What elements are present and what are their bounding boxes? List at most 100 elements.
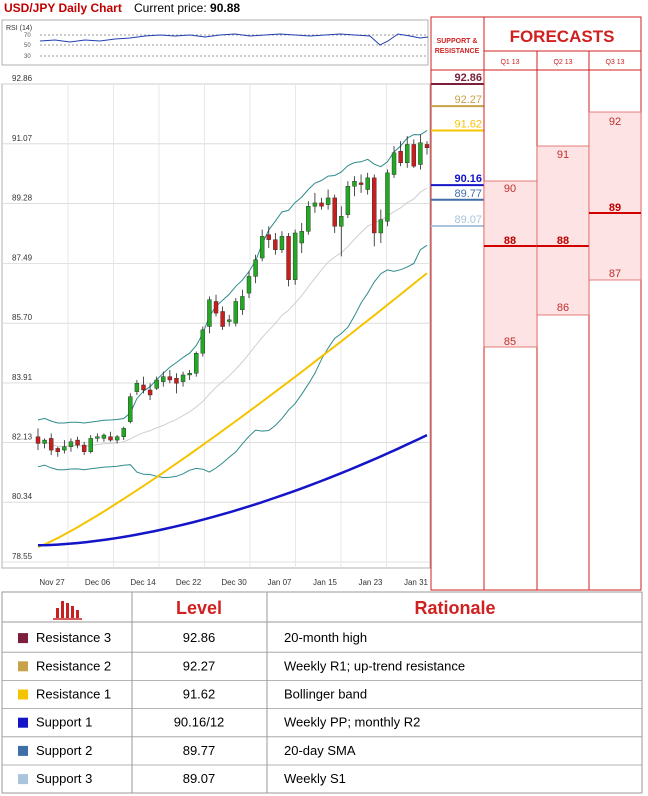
candle-body	[411, 144, 417, 167]
chart-icon	[53, 601, 82, 620]
sr-level-label: 92.86	[454, 72, 482, 84]
candle-body	[424, 144, 430, 149]
sr-header-line2: RESISTANCE	[435, 48, 480, 55]
table-row-rationale: Weekly S1	[284, 771, 346, 786]
rsi-panel: RSI (14) 70 50 30	[1, 19, 429, 66]
candle-body	[220, 311, 225, 327]
table-row-swatch	[18, 717, 28, 728]
forecast-quarter-q2: Q2 13	[553, 59, 572, 66]
candle-body	[95, 436, 100, 439]
candles	[35, 134, 430, 457]
bollinger-lower-line	[37, 244, 428, 479]
bollinger-upper-line	[37, 130, 428, 424]
table-row-swatch	[18, 689, 28, 700]
forecast-quarter-q1: Q1 13	[500, 59, 519, 66]
ma-blue-line	[37, 433, 428, 547]
sr-frame	[430, 16, 485, 591]
x-tick-label: Jan 15	[313, 578, 338, 587]
candle-body	[147, 389, 153, 396]
current-price-value: 90.88	[210, 1, 241, 15]
x-tick-label: Jan 23	[358, 578, 383, 587]
levels-table: Level Rationale Resistance 3 92.86 20-mont…	[1, 591, 643, 794]
candle-body	[141, 384, 146, 391]
table-header-level: Level	[176, 598, 222, 618]
table-header-rationale: Rationale	[414, 598, 495, 618]
candle-body	[48, 438, 54, 451]
table-frame	[1, 591, 643, 794]
sr-panel: SUPPORT & RESISTANCE 92.86 92.27 91.62 90.1…	[430, 16, 485, 591]
candle-body	[398, 150, 403, 164]
candle-body	[365, 177, 370, 190]
candle-body	[332, 197, 337, 227]
rsi-tick-30: 30	[24, 54, 31, 60]
candle-body	[259, 236, 265, 259]
candle-body	[114, 436, 120, 441]
x-tick-label: Dec 22	[176, 578, 202, 587]
table-row-level: 91.62	[183, 687, 216, 702]
candle-body	[299, 231, 304, 244]
candle-body	[174, 378, 179, 384]
candle-body	[345, 186, 351, 215]
candle-body	[194, 353, 199, 374]
sr-level-label: 92.27	[454, 94, 482, 106]
rsi-tick-70: 70	[24, 33, 31, 39]
table-row-rationale: Bollinger band	[284, 687, 367, 702]
table-row-name: Support 3	[36, 771, 92, 786]
rsi-line	[39, 33, 429, 46]
forecast-q1-low: 85	[504, 336, 516, 348]
sr-level-label: 89.07	[454, 214, 482, 226]
sr-level-label: 89.77	[454, 188, 482, 200]
y-tick-label: 92.86	[12, 74, 33, 83]
y-tick-label: 78.55	[12, 552, 33, 561]
candle-body	[108, 436, 113, 441]
table-row-rationale: 20-day SMA	[284, 743, 356, 758]
candle-body	[240, 296, 245, 311]
table-row-name: Support 1	[36, 715, 92, 730]
table-row-swatch	[18, 774, 28, 785]
y-tick-label: 87.49	[12, 253, 33, 262]
y-tick-label: 83.91	[12, 373, 33, 382]
candle-body	[154, 379, 159, 389]
forecast-q2-low: 86	[557, 302, 569, 314]
candle-body	[286, 236, 291, 280]
forecast-quarter-q3: Q3 13	[605, 59, 624, 66]
table-row-name: Resistance 1	[36, 687, 111, 702]
forecast-box-q3	[588, 111, 642, 281]
forecast-q2-high: 91	[557, 149, 569, 161]
candle-body	[161, 376, 166, 382]
price-plot-frame	[1, 83, 431, 569]
x-tick-label: Nov 27	[39, 578, 65, 587]
candle-body	[325, 197, 331, 205]
candle-body	[62, 446, 67, 451]
candle-body	[273, 239, 278, 250]
table-row-rationale: 20-month high	[284, 630, 367, 645]
candle-body	[233, 301, 238, 324]
table-row-swatch	[18, 745, 28, 756]
candle-body	[42, 439, 47, 444]
table-row-name: Resistance 3	[36, 630, 111, 645]
forecast-panel: FORECASTS Q1 13 Q2 13 Q3 13 90 88 85 91 …	[483, 16, 642, 591]
table-row-level: 89.07	[183, 771, 216, 786]
table-rows: Resistance 3 92.86 20-month high Resistance…	[2, 630, 642, 786]
table-row-level: 89.77	[183, 743, 216, 758]
candle-body	[306, 206, 311, 232]
table-row-level: 90.16/12	[174, 715, 225, 730]
candle-body	[319, 202, 324, 207]
candle-body	[134, 383, 140, 392]
x-tick-label: Jan 31	[404, 578, 429, 587]
sr-levels: 92.86 92.27 91.62 90.16 89.77 89.07	[431, 72, 484, 227]
sr-level-label: 90.16	[454, 173, 482, 185]
candle-body	[266, 234, 271, 240]
candle-body	[279, 236, 285, 250]
forecast-title: FORECASTS	[510, 27, 615, 46]
forecast-q1-high: 90	[504, 183, 516, 195]
sr-header-line1: SUPPORT &	[437, 38, 478, 45]
candle-body	[213, 301, 219, 314]
rsi-frame	[1, 19, 429, 66]
candle-body	[312, 202, 318, 207]
sma-20-line	[37, 187, 428, 447]
rsi-tick-50: 50	[24, 43, 31, 49]
candle-body	[378, 219, 384, 234]
candle-body	[385, 172, 390, 222]
